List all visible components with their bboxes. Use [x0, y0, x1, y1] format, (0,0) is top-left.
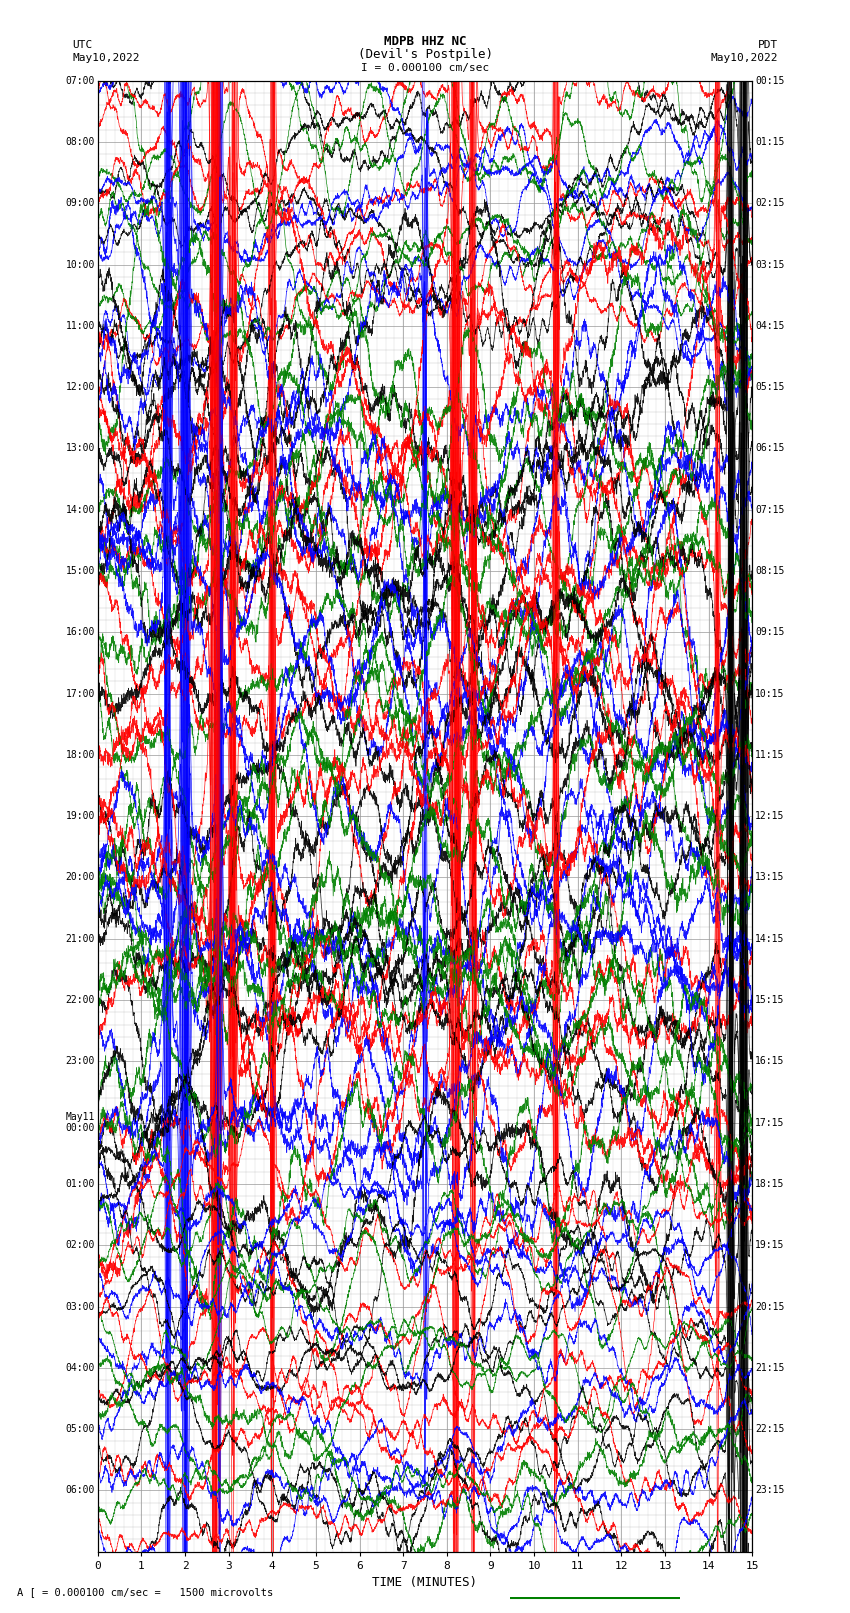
X-axis label: TIME (MINUTES): TIME (MINUTES) [372, 1576, 478, 1589]
Text: A [ = 0.000100 cm/sec =   1500 microvolts: A [ = 0.000100 cm/sec = 1500 microvolts [17, 1587, 273, 1597]
Text: (Devil's Postpile): (Devil's Postpile) [358, 48, 492, 61]
Text: May10,2022: May10,2022 [711, 53, 778, 63]
Text: UTC: UTC [72, 40, 93, 50]
Text: MDPB HHZ NC: MDPB HHZ NC [383, 35, 467, 48]
Text: May10,2022: May10,2022 [72, 53, 139, 63]
Text: I = 0.000100 cm/sec: I = 0.000100 cm/sec [361, 63, 489, 73]
Text: PDT: PDT [757, 40, 778, 50]
